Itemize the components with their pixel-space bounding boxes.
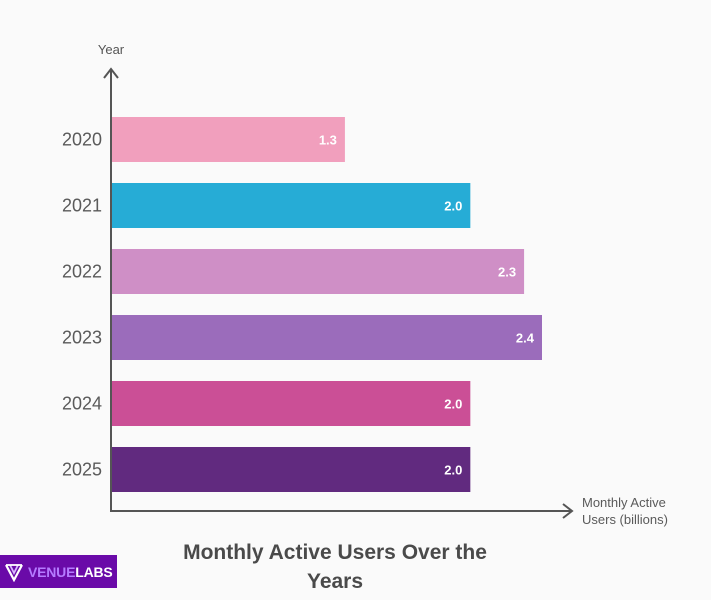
y-tick-label-2025: 2025 (62, 460, 102, 480)
data-label-2024: 2.0 (444, 397, 462, 412)
bar-2024 (112, 381, 471, 426)
bar-2022 (112, 249, 525, 294)
data-label-2020: 1.3 (319, 133, 337, 148)
bars (112, 117, 542, 492)
y-tick-labels: 2020 2021 2022 2023 2024 2025 (62, 130, 102, 480)
data-label-2022: 2.3 (498, 265, 516, 280)
y-tick-label-2020: 2020 (62, 130, 102, 150)
x-axis-title-line-2: Users (billions) (582, 512, 668, 527)
data-labels: 1.3 2.0 2.3 2.4 2.0 2.0 (319, 133, 535, 478)
data-label-2021: 2.0 (444, 199, 462, 214)
logo-text-labs: LABS (75, 563, 113, 580)
axes (103, 67, 574, 519)
bar-2025 (112, 447, 471, 492)
logo-text: VENUELABS (28, 564, 113, 580)
y-tick-label-2022: 2022 (62, 262, 102, 282)
y-axis-title: Year (98, 42, 125, 57)
venuelabs-logo: VENUELABS (0, 555, 117, 588)
chart-title-line-1: Monthly Active Users Over the (183, 541, 487, 564)
x-axis-arrow-icon (562, 503, 574, 519)
venuelabs-logo-icon (5, 563, 23, 582)
logo-text-venue: VENUE (28, 563, 76, 580)
chart-title-line-2: Years (306, 570, 364, 593)
y-tick-label-2021: 2021 (62, 196, 102, 216)
y-tick-label-2023: 2023 (62, 328, 102, 348)
y-tick-label-2024: 2024 (62, 394, 102, 414)
x-axis-title-line-1: Monthly Active (582, 495, 666, 510)
data-label-2023: 2.4 (516, 331, 535, 346)
bar-2020 (112, 117, 345, 162)
data-label-2025: 2.0 (444, 463, 462, 478)
bar-2023 (112, 315, 542, 360)
y-axis-arrow-icon (103, 67, 119, 79)
chart-title: Monthly Active Users Over the Years (150, 538, 520, 596)
bar-2021 (112, 183, 471, 228)
